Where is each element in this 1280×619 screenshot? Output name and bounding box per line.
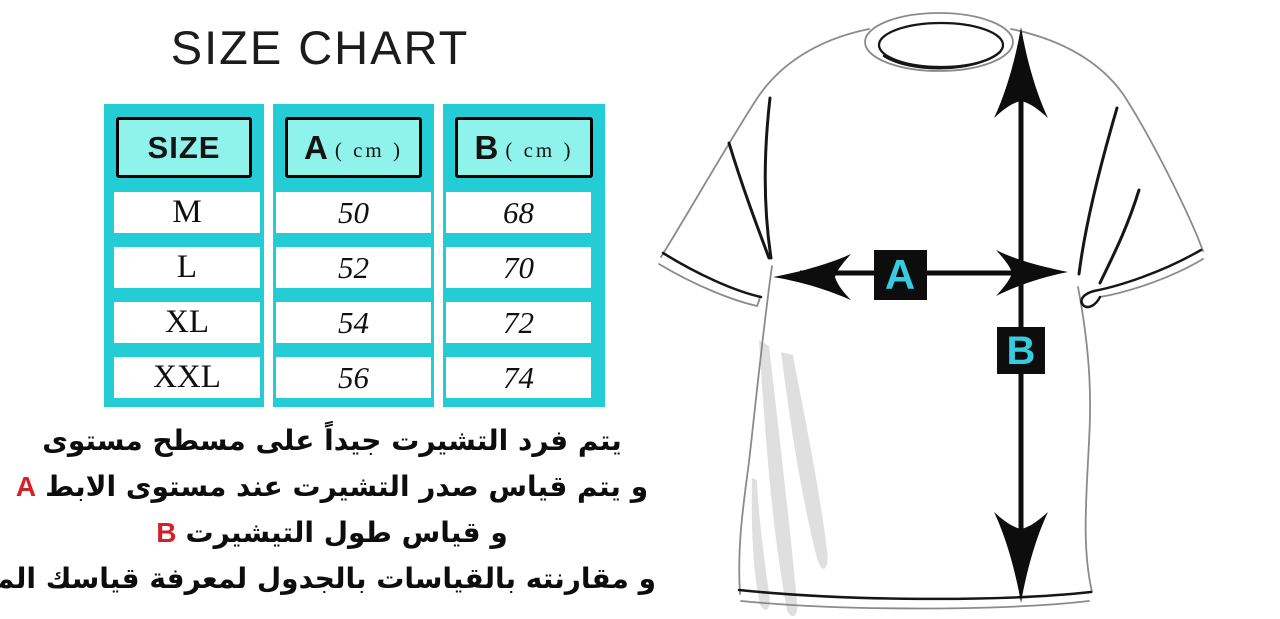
label-a-letter: A <box>885 251 915 298</box>
collar-rib-outer <box>877 21 1005 69</box>
arrow-a-left-head <box>773 254 851 300</box>
hem-line <box>737 588 1093 601</box>
instruction-line-4: و مقارنته بالقياسات بالجدول لمعرفة قياسك… <box>0 562 656 595</box>
b-value-xxl: 74 <box>446 357 591 398</box>
size-cell-l: L <box>114 247 260 288</box>
label-b-box <box>997 327 1045 374</box>
a-value-l: 52 <box>276 247 431 288</box>
b-value-l: 70 <box>446 247 591 288</box>
instruction-line-3: و قياس طول التيشيرتB <box>156 516 508 549</box>
measure-a-unit: ( cm ) <box>334 138 403 162</box>
measure-b-column: B ( cm ) 68 70 72 74 <box>443 104 605 407</box>
fabric-wrinkles <box>751 340 828 617</box>
measure-a-column: A ( cm ) 50 52 54 56 <box>273 104 434 407</box>
size-cell-m: M <box>114 192 260 233</box>
red-marker-b: B <box>156 517 177 548</box>
red-marker-a: A <box>15 471 37 502</box>
size-table: SIZE M L XL XXL A ( cm ) 50 52 54 56 B (… <box>104 104 605 407</box>
size-cell-xxl: XXL <box>114 357 260 398</box>
measure-a-header-cell: A ( cm ) <box>285 117 422 178</box>
b-value-xl: 72 <box>446 302 591 343</box>
size-header-cell: SIZE <box>116 117 252 178</box>
tshirt-seams <box>661 21 1203 601</box>
measure-a-letter: A <box>304 128 328 166</box>
arrow-b-line <box>1018 90 1024 530</box>
a-value-xl: 54 <box>276 302 431 343</box>
right-cuff <box>1080 248 1203 309</box>
arrow-b-down-head <box>994 512 1048 603</box>
size-header-label: SIZE <box>147 129 221 165</box>
arrow-a-line <box>800 270 1040 276</box>
left-cuff <box>661 251 763 299</box>
label-b-letter: B <box>1007 329 1036 373</box>
size-cell-xl: XL <box>114 302 260 343</box>
label-a-box <box>874 250 927 300</box>
instruction-line-1: يتم فرد التشيرت جيداً على مسطح مستوى <box>42 424 622 457</box>
measure-b-header-cell: B ( cm ) <box>455 117 593 178</box>
measurement-arrows <box>773 27 1068 603</box>
page-title: SIZE CHART <box>170 21 470 74</box>
collar-rib-inner <box>882 50 1002 70</box>
b-value-m: 68 <box>446 192 591 233</box>
a-value-xxl: 56 <box>276 357 431 398</box>
arrow-a-right-head <box>996 250 1068 296</box>
arrow-b-up-head <box>994 27 1048 118</box>
tshirt-outline <box>658 12 1204 610</box>
measure-b-letter: B <box>474 128 499 166</box>
measure-b-unit: ( cm ) <box>505 138 574 162</box>
collar-outer <box>864 12 1014 72</box>
a-value-m: 50 <box>276 192 431 233</box>
instruction-line-2: و يتم قياس صدر التشيرت عند مستوى الابطA <box>15 470 649 503</box>
measurement-instructions: يتم فرد التشيرت جيداً على مسطح مستوى و ي… <box>0 418 656 602</box>
size-column: SIZE M L XL XXL <box>104 104 264 407</box>
